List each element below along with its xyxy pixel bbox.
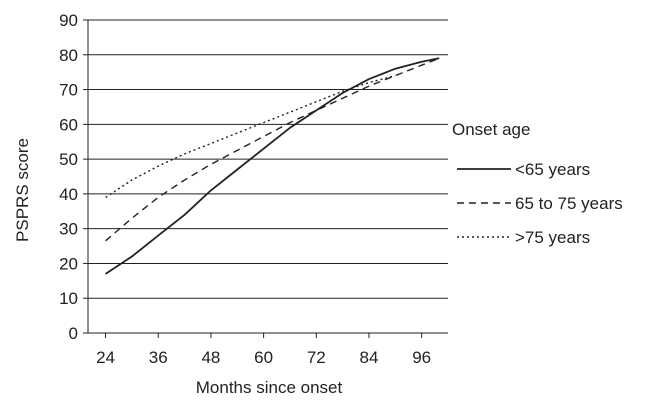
- series-line-solid: [105, 57, 440, 275]
- x-axis-title: Months since onset: [196, 378, 343, 397]
- legend-label-over-75: >75 years: [515, 228, 590, 247]
- y-tick-label-30: 30: [59, 220, 78, 239]
- series-lines: [105, 57, 440, 275]
- legend-label-65-to-75: 65 to 75 years: [515, 194, 623, 213]
- y-tick-label-50: 50: [59, 150, 78, 169]
- x-tick-label-72: 72: [307, 348, 326, 367]
- gridlines: [88, 19, 448, 299]
- y-tick-label-60: 60: [59, 115, 78, 134]
- tick-labels: 0 10 20 30 40 50 60 70 80 90 24 36 48 60 72 84 96: [59, 11, 431, 367]
- axes: [83, 19, 448, 338]
- legend-title: Onset age: [452, 120, 530, 139]
- y-tick-label-80: 80: [59, 46, 78, 65]
- y-tick-label-20: 20: [59, 254, 78, 273]
- x-tick-label-36: 36: [149, 348, 168, 367]
- x-tick-label-84: 84: [360, 348, 379, 367]
- y-tick-label-40: 40: [59, 185, 78, 204]
- series-line-dotted: [105, 74, 396, 198]
- x-tick-label-96: 96: [412, 348, 431, 367]
- series-line-dashed: [105, 57, 440, 242]
- x-tick-label-60: 60: [254, 348, 273, 367]
- y-tick-label-90: 90: [59, 11, 78, 30]
- y-tick-label-70: 70: [59, 81, 78, 100]
- y-tick-label-0: 0: [69, 324, 78, 343]
- x-tick-label-24: 24: [96, 348, 115, 367]
- x-tick-label-48: 48: [201, 348, 220, 367]
- y-tick-label-10: 10: [59, 289, 78, 308]
- legend: Onset age <65 years 65 to 75 years >75 y…: [452, 120, 623, 247]
- legend-label-under-65: <65 years: [515, 160, 590, 179]
- y-axis-title: PSPRS score: [13, 138, 32, 242]
